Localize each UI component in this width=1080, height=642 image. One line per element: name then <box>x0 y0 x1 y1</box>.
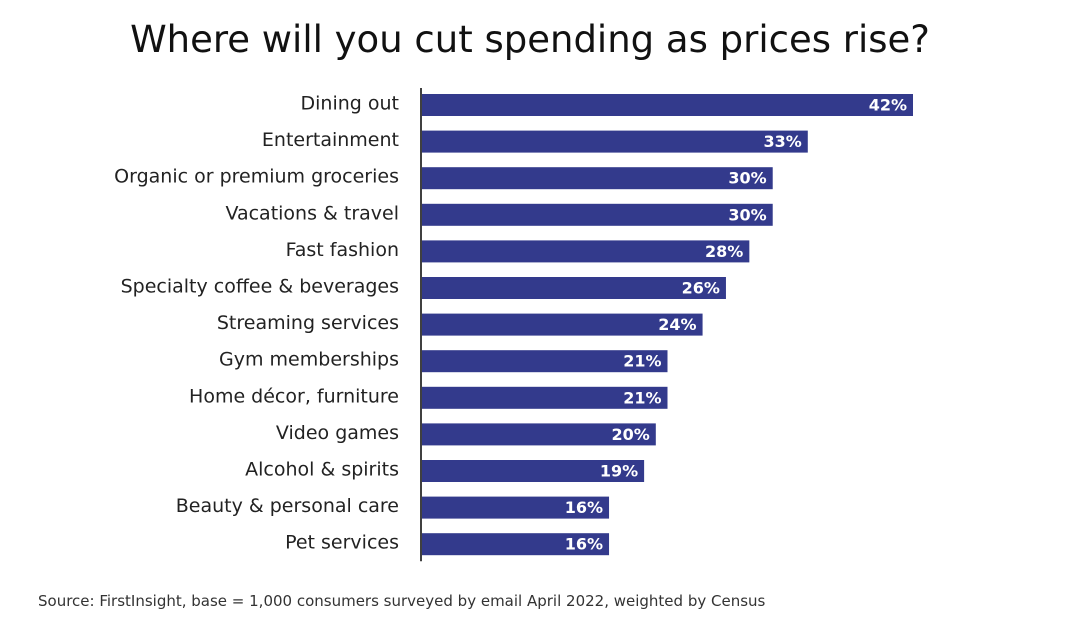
category-label: Video games <box>276 422 399 444</box>
bar-value-label: 16% <box>565 535 603 554</box>
category-label: Dining out <box>301 93 400 115</box>
bar <box>422 496 610 519</box>
bar-row: Specialty coffee & beverages 26% <box>121 276 726 299</box>
category-label: Home décor, furniture <box>189 385 399 407</box>
bar <box>422 350 668 373</box>
bar-row: Beauty & personal care 16% <box>176 495 610 519</box>
bar <box>422 277 726 299</box>
bar <box>422 533 610 556</box>
category-label: Alcohol & spirits <box>245 459 399 481</box>
bar <box>422 203 773 226</box>
bar-value-label: 42% <box>869 96 907 115</box>
bar <box>422 130 808 153</box>
bar <box>422 386 668 409</box>
bar-chart: Dining out 42% Entertainment 33% Organic or … <box>114 88 913 562</box>
category-label: Specialty coffee & beverages <box>121 276 399 298</box>
bar-row: Pet services 16% <box>285 532 610 556</box>
bar-row: Streaming services 24% <box>217 312 703 336</box>
bar-row: Gym memberships 21% <box>219 349 668 373</box>
bar-value-label: 19% <box>600 462 638 481</box>
bar-row: Alcohol & spirits 19% <box>245 459 645 482</box>
bar <box>422 423 656 446</box>
category-label: Entertainment <box>262 129 399 151</box>
bar-value-label: 26% <box>682 279 720 298</box>
bar-value-label: 30% <box>728 205 766 224</box>
bar <box>422 240 750 263</box>
bar-row: Vacations & travel 30% <box>225 202 773 226</box>
bar-value-label: 16% <box>565 498 603 517</box>
bar-value-label: 20% <box>612 425 650 444</box>
bar <box>422 167 773 190</box>
bar-row: Organic or premium groceries 30% <box>114 166 773 190</box>
category-label: Streaming services <box>217 312 399 334</box>
category-label: Gym memberships <box>219 349 399 371</box>
bar-row: Fast fashion 28% <box>286 239 750 263</box>
bar <box>422 313 703 336</box>
category-label: Vacations & travel <box>225 202 399 224</box>
category-label: Fast fashion <box>286 239 399 261</box>
bar-row: Dining out 42% <box>301 93 913 116</box>
bar <box>422 94 913 116</box>
bar-value-label: 21% <box>623 388 661 407</box>
bar-value-label: 33% <box>763 132 801 151</box>
bars-layer: Dining out 42% Entertainment 33% Organic or … <box>114 93 913 556</box>
category-label: Beauty & personal care <box>176 495 399 517</box>
bar <box>422 460 645 482</box>
bar-value-label: 21% <box>623 352 661 371</box>
bar-value-label: 28% <box>705 242 743 261</box>
bar-row: Home décor, furniture 21% <box>189 385 668 409</box>
category-label: Organic or premium groceries <box>114 166 399 188</box>
bar-row: Entertainment 33% <box>262 129 808 153</box>
category-label: Pet services <box>285 532 399 554</box>
bar-row: Video games 20% <box>276 422 656 446</box>
bar-value-label: 24% <box>658 315 696 334</box>
source-note: Source: FirstInsight, base = 1,000 consu… <box>38 592 766 610</box>
chart-title: Where will you cut spending as prices ri… <box>130 18 930 61</box>
bar-value-label: 30% <box>728 169 766 188</box>
